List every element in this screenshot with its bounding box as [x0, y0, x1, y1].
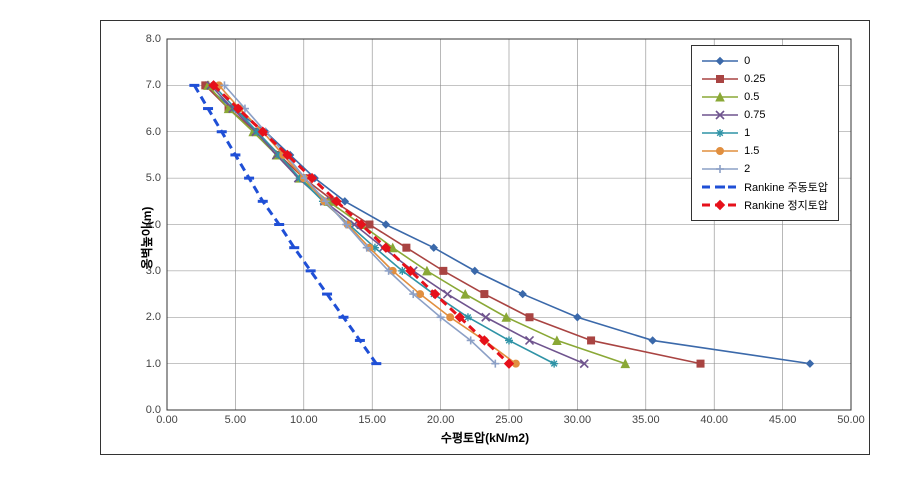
- x-tick-label: 15.00: [358, 414, 386, 426]
- legend-label: 0.5: [744, 91, 759, 103]
- series-marker: [526, 336, 534, 344]
- series-marker: [447, 314, 454, 321]
- series-marker: [697, 360, 704, 367]
- series-marker: [526, 314, 533, 321]
- x-tick-label: 0.00: [156, 414, 177, 426]
- series-marker: [481, 291, 488, 298]
- series-marker: [464, 313, 472, 321]
- legend-item: 1: [702, 124, 828, 142]
- series-marker: [382, 221, 389, 228]
- legend-item: 0: [702, 52, 828, 70]
- x-tick-label: 5.00: [225, 414, 246, 426]
- x-tick-label: 35.00: [632, 414, 660, 426]
- legend: 0 0.25 0.5 0.75 1 1.5 2 Rankine 주동토압 Rankine 정지토…: [691, 45, 839, 221]
- series-marker: [574, 314, 581, 321]
- y-tick-label: 7.0: [146, 79, 161, 91]
- chart-wrapper: 0.01.02.03.04.05.06.07.08.0 0.005.0010.0…: [0, 0, 924, 503]
- legend-label: 0.25: [744, 73, 765, 85]
- series-marker: [553, 336, 561, 344]
- series-marker: [550, 360, 558, 368]
- x-tick-label: 25.00: [495, 414, 523, 426]
- legend-item: Rankine 정지토압: [702, 196, 828, 214]
- series-marker: [471, 267, 478, 274]
- legend-label: 1.5: [744, 145, 759, 157]
- legend-label: 0.75: [744, 109, 765, 121]
- series-marker: [588, 337, 595, 344]
- series-marker: [806, 360, 813, 367]
- series-marker: [398, 267, 406, 275]
- legend-item: 0.25: [702, 70, 828, 88]
- legend-swatch: [702, 72, 738, 86]
- y-tick-label: 2.0: [146, 311, 161, 323]
- legend-label: 0: [744, 55, 750, 67]
- x-tick-label: 45.00: [769, 414, 797, 426]
- series-marker: [430, 244, 437, 251]
- legend-item: 1.5: [702, 142, 828, 160]
- series-marker: [519, 291, 526, 298]
- x-tick-label: 40.00: [700, 414, 728, 426]
- y-tick-label: 6.0: [146, 126, 161, 138]
- series-marker: [443, 290, 451, 298]
- x-tick-label: 20.00: [427, 414, 455, 426]
- legend-swatch: [702, 180, 738, 194]
- x-tick-label: 10.00: [290, 414, 318, 426]
- x-axis-title: 수평토압(kN/m2): [441, 429, 529, 446]
- legend-swatch: [702, 198, 738, 212]
- series-marker: [505, 336, 513, 344]
- y-tick-label: 5.0: [146, 172, 161, 184]
- legend-label: Rankine 정지토압: [744, 197, 828, 213]
- legend-label: 2: [744, 163, 750, 175]
- legend-label: 1: [744, 127, 750, 139]
- legend-swatch: [702, 144, 738, 158]
- legend-item: 0.75: [702, 106, 828, 124]
- legend-item: 0.5: [702, 88, 828, 106]
- series-marker: [461, 290, 469, 298]
- legend-item: Rankine 주동토압: [702, 178, 828, 196]
- legend-item: 2: [702, 160, 828, 178]
- series-marker: [649, 337, 656, 344]
- x-tick-label: 50.00: [837, 414, 865, 426]
- series-marker: [403, 244, 410, 251]
- legend-swatch: [702, 108, 738, 122]
- y-tick-label: 8.0: [146, 33, 161, 45]
- legend-swatch: [702, 162, 738, 176]
- legend-swatch: [702, 54, 738, 68]
- x-tick-label: 30.00: [564, 414, 592, 426]
- series-marker: [440, 267, 447, 274]
- series-marker: [417, 291, 424, 298]
- y-axis-title: 옹벽높이(m): [138, 206, 155, 269]
- y-tick-label: 1.0: [146, 358, 161, 370]
- chart-box: 0.01.02.03.04.05.06.07.08.0 0.005.0010.0…: [100, 20, 870, 455]
- series-marker: [366, 221, 373, 228]
- legend-swatch: [702, 90, 738, 104]
- legend-swatch: [702, 126, 738, 140]
- legend-label: Rankine 주동토압: [744, 179, 828, 195]
